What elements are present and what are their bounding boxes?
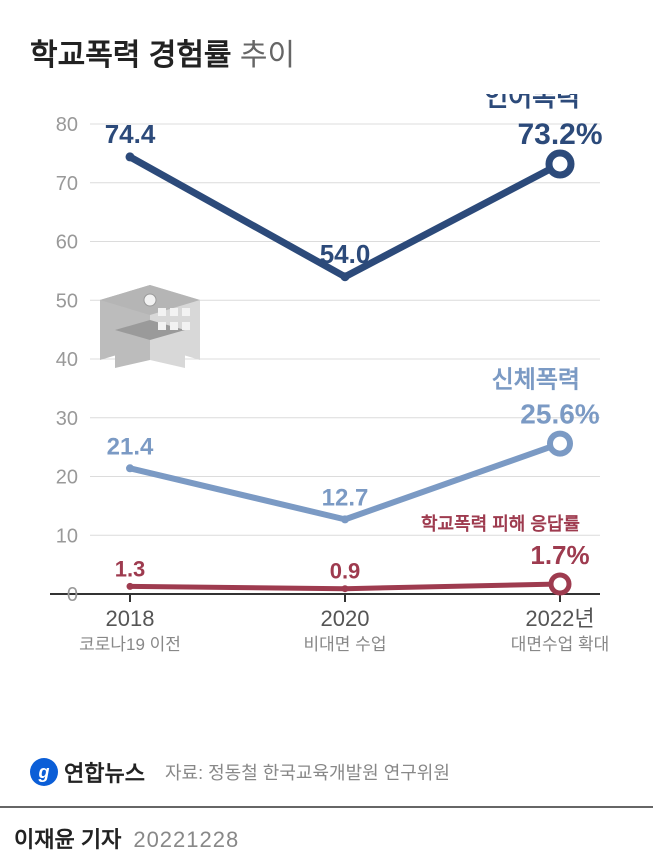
svg-text:10: 10	[56, 525, 78, 547]
svg-text:60: 60	[56, 232, 78, 254]
svg-text:50: 50	[56, 290, 78, 312]
school-building-icon	[80, 260, 210, 370]
svg-text:2018: 2018	[106, 606, 155, 631]
svg-text:코로나19 이전: 코로나19 이전	[79, 635, 181, 654]
svg-text:80: 80	[56, 114, 78, 136]
title-light: 추이	[240, 39, 295, 72]
title-bold: 학교폭력 경험률	[30, 39, 232, 72]
logo-icon: g	[30, 758, 58, 786]
svg-text:0: 0	[67, 584, 78, 606]
svg-text:73.2%: 73.2%	[517, 118, 602, 151]
footer: g 연합뉴스 자료: 정동철 한국교육개발원 연구위원	[0, 744, 653, 806]
svg-text:21.4: 21.4	[107, 433, 154, 460]
svg-text:30: 30	[56, 408, 78, 430]
svg-text:40: 40	[56, 349, 78, 371]
svg-text:비대면 수업: 비대면 수업	[304, 635, 387, 654]
byline-row: 이재윤 기자 20221228	[0, 808, 653, 868]
line-chart: 10 20 30 40 50 60 70 80 0 2018 코로나19 이전 2020 비대면 수업 2…	[30, 94, 623, 724]
svg-text:25.6%: 25.6%	[520, 399, 599, 430]
svg-text:언어폭력: 언어폭력	[484, 94, 580, 112]
svg-text:1.7%: 1.7%	[530, 540, 589, 570]
publisher-logo: g 연합뉴스	[30, 756, 145, 788]
chart-title: 학교폭력 경험률 추이	[30, 30, 623, 74]
svg-text:2020: 2020	[321, 606, 370, 631]
infographic-container: 학교폭력 경험률 추이 10 20 30 40 50 60 70 80 0 2018 코로나19 이…	[0, 0, 653, 868]
svg-text:대면수업 확대: 대면수업 확대	[511, 635, 610, 654]
publish-date: 20221228	[133, 827, 239, 853]
svg-text:74.4: 74.4	[105, 119, 156, 149]
svg-text:20: 20	[56, 467, 78, 489]
svg-text:0.9: 0.9	[330, 559, 361, 584]
data-source: 자료: 정동철 한국교육개발원 연구위원	[165, 759, 450, 785]
svg-text:학교폭력 피해 응답률: 학교폭력 피해 응답률	[421, 513, 580, 534]
svg-text:54.0: 54.0	[320, 239, 371, 269]
chart-area: 학교폭력 경험률 추이 10 20 30 40 50 60 70 80 0 2018 코로나19 이…	[0, 0, 653, 744]
svg-text:신체폭력: 신체폭력	[492, 367, 580, 394]
byline: 이재윤 기자	[14, 822, 121, 854]
svg-text:2022년: 2022년	[525, 606, 594, 631]
svg-text:12.7: 12.7	[322, 484, 369, 511]
logo-text: 연합뉴스	[64, 756, 145, 788]
svg-text:1.3: 1.3	[115, 556, 146, 581]
svg-text:70: 70	[56, 173, 78, 195]
